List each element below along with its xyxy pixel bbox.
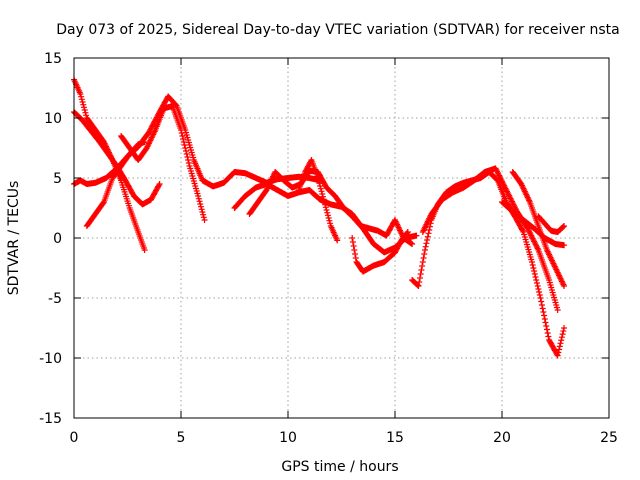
y-tick-label: -5 xyxy=(48,291,62,307)
x-tick-label: 10 xyxy=(279,430,297,446)
series-markers xyxy=(499,199,568,249)
series-sat-n xyxy=(535,213,568,235)
series-markers xyxy=(71,109,163,208)
y-tick-label: 10 xyxy=(44,111,62,127)
series-sat-a xyxy=(71,93,324,190)
series-sat-e xyxy=(118,103,208,223)
grid-lines xyxy=(74,58,609,418)
x-axis-label: GPS time / hours xyxy=(281,459,398,475)
y-tick-label: 0 xyxy=(53,231,62,247)
series-markers xyxy=(535,213,568,235)
x-tick-label: 20 xyxy=(493,430,511,446)
series-markers xyxy=(349,229,411,275)
series-sat-c xyxy=(71,109,163,208)
x-tick-label: 0 xyxy=(70,430,79,446)
axis-ticks: 0 5 10 15 20 25 -15 -10 -5 0 5 10 15 xyxy=(39,51,618,446)
x-tick-label: 25 xyxy=(600,430,618,446)
series-layer xyxy=(71,76,568,359)
series-sat-k xyxy=(419,165,561,313)
series-sat-m xyxy=(499,199,568,249)
chart-title: Day 073 of 2025, Sidereal Day-to-day VTE… xyxy=(56,22,619,38)
y-axis-label: SDTVAR / TECUs xyxy=(6,181,22,296)
series-sat-h xyxy=(295,157,341,244)
series-markers xyxy=(71,76,148,253)
series-sat-b xyxy=(71,76,148,253)
series-sat-f xyxy=(231,181,420,256)
x-tick-label: 15 xyxy=(386,430,404,446)
y-tick-label: 15 xyxy=(44,51,62,67)
x-tick-label: 5 xyxy=(177,430,186,446)
series-sat-i xyxy=(349,229,411,275)
series-markers xyxy=(231,181,420,256)
series-markers xyxy=(295,157,341,244)
y-tick-label: -15 xyxy=(39,411,62,427)
series-markers xyxy=(71,93,324,190)
series-markers xyxy=(118,103,208,223)
y-tick-label: -10 xyxy=(39,351,62,367)
y-tick-label: 5 xyxy=(53,171,62,187)
series-markers xyxy=(419,165,561,313)
